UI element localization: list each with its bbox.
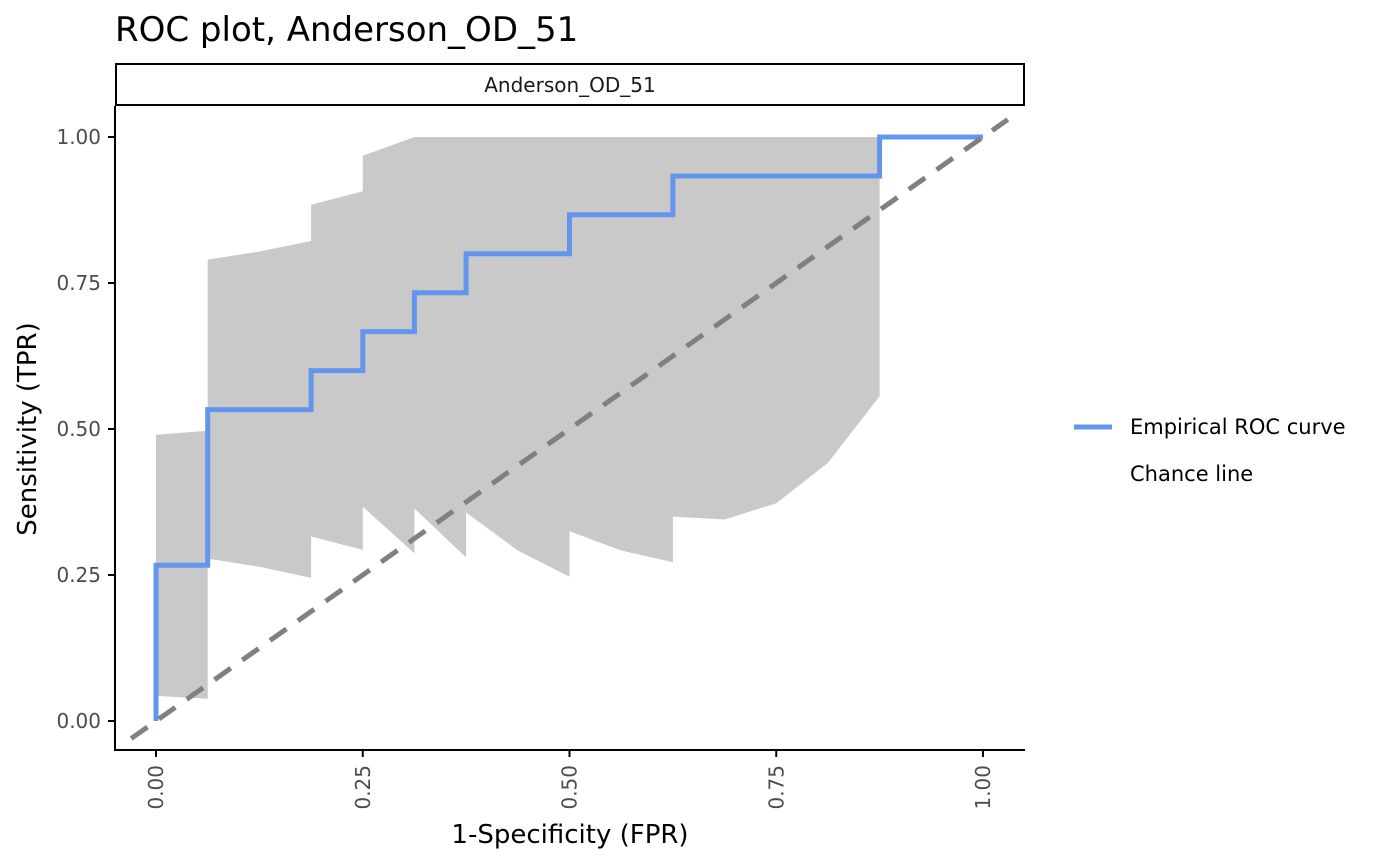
y-axis-ticks: 0.00 0.25 0.50 0.75 1.00 — [56, 125, 115, 733]
x-tick-label: 0.75 — [764, 765, 788, 810]
plot-panel — [129, 117, 1010, 741]
chance-line — [129, 117, 1010, 741]
y-tick-label: 0.25 — [56, 563, 101, 587]
x-axis-title: 1-Specificity (FPR) — [451, 820, 688, 850]
confidence-band — [156, 137, 880, 699]
empirical-roc-curve — [153, 134, 983, 721]
y-tick-label: 1.00 — [56, 125, 101, 149]
y-tick-label: 0.00 — [56, 709, 101, 733]
legend-label-chance: Chance line — [1130, 462, 1253, 486]
legend-label-roc: Empirical ROC curve — [1130, 415, 1346, 439]
x-tick-label: 1.00 — [971, 765, 995, 810]
chart-title: ROC plot, Anderson_OD_51 — [115, 10, 578, 50]
x-tick-label: 0.25 — [351, 765, 375, 810]
x-tick-label: 0.00 — [144, 765, 168, 810]
x-axis-ticks: 0.00 0.25 0.50 0.75 1.00 — [144, 750, 995, 810]
x-tick-label: 0.50 — [558, 765, 582, 810]
facet-strip — [115, 63, 1025, 106]
legend: Empirical ROC curve Chance line — [1074, 415, 1346, 486]
y-tick-label: 0.50 — [56, 417, 101, 441]
facet-strip-label: Anderson_OD_51 — [484, 73, 656, 97]
y-tick-label: 0.75 — [56, 271, 101, 295]
y-axis-title: Sensitivity (TPR) — [13, 322, 43, 536]
